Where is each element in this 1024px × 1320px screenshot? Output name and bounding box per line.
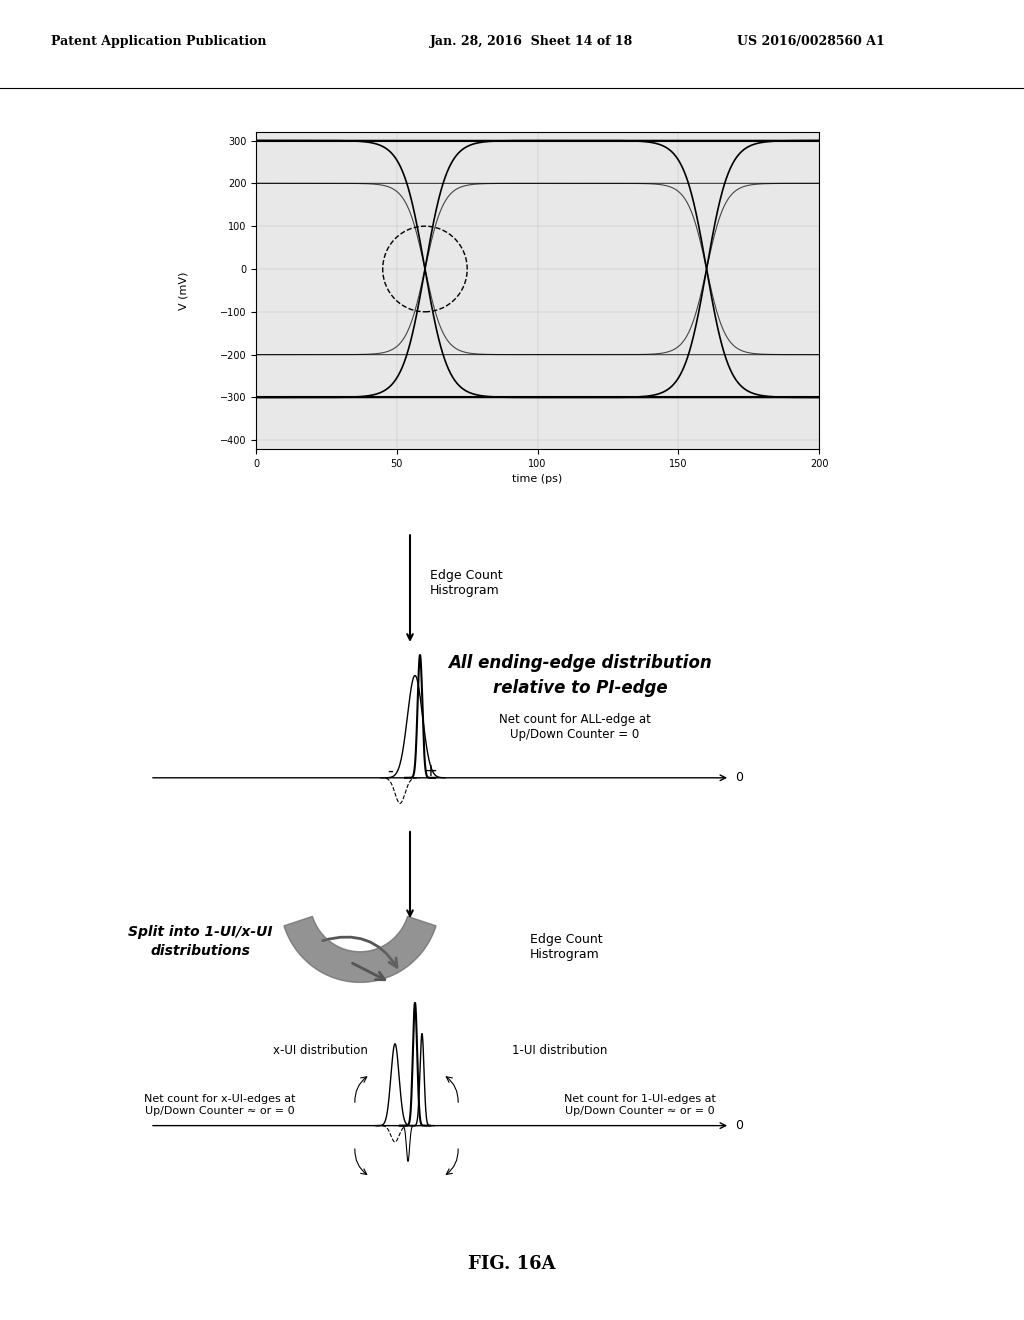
FancyArrowPatch shape [323,937,397,968]
Text: All ending-edge distribution
relative to PI-edge: All ending-edge distribution relative to… [449,653,712,697]
Text: Split into 1-UI/x-UI
distributions: Split into 1-UI/x-UI distributions [128,925,272,958]
Text: -: - [387,762,393,780]
Text: Edge Count
Histrogram: Edge Count Histrogram [530,933,603,961]
Text: FIG. 16A: FIG. 16A [468,1255,556,1272]
Text: Net count for 1-UI-edges at
Up/Down Counter ≈ or = 0: Net count for 1-UI-edges at Up/Down Coun… [564,1094,716,1115]
Text: Edge Count
Histrogram: Edge Count Histrogram [430,569,503,598]
Text: 0: 0 [735,1119,743,1133]
Text: x-UI distribution: x-UI distribution [272,1044,368,1057]
Text: 1-UI distribution: 1-UI distribution [512,1044,607,1057]
X-axis label: time (ps): time (ps) [512,474,563,484]
Text: 0: 0 [735,771,743,784]
Y-axis label: V (mV): V (mV) [178,271,188,310]
Polygon shape [284,916,436,982]
Text: Jan. 28, 2016  Sheet 14 of 18: Jan. 28, 2016 Sheet 14 of 18 [430,36,633,48]
Text: +: + [423,762,437,780]
Text: Patent Application Publication: Patent Application Publication [51,36,266,48]
Text: Net count for ALL-edge at
Up/Down Counter = 0: Net count for ALL-edge at Up/Down Counte… [499,713,651,741]
Text: US 2016/0028560 A1: US 2016/0028560 A1 [737,36,885,48]
Text: Net count for x-UI-edges at
Up/Down Counter ≈ or = 0: Net count for x-UI-edges at Up/Down Coun… [144,1094,296,1115]
